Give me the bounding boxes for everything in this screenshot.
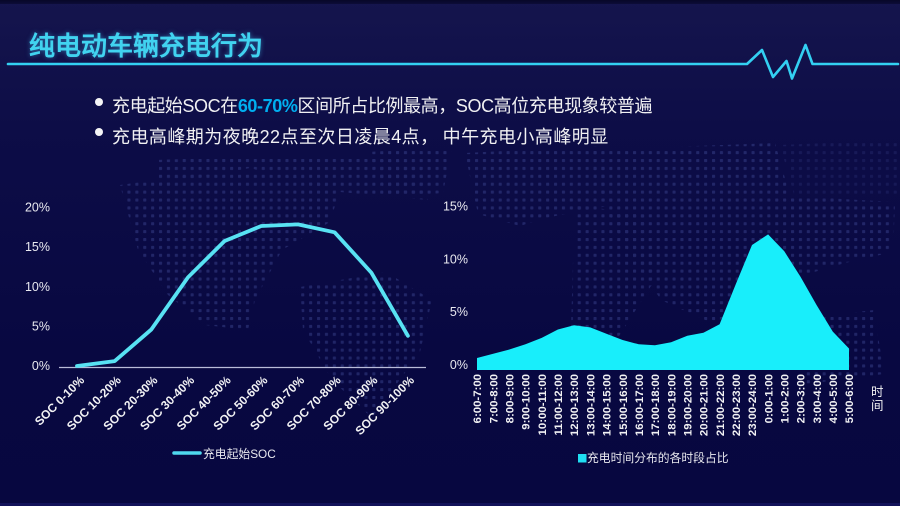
- svg-text:15%: 15%: [443, 200, 468, 214]
- svg-text:间: 间: [871, 399, 884, 413]
- svg-text:10%: 10%: [25, 280, 50, 294]
- svg-text:21:00-22:00: 21:00-22:00: [715, 374, 727, 436]
- svg-text:4:00-5:00: 4:00-5:00: [828, 374, 840, 423]
- svg-text:10:00-11:00: 10:00-11:00: [537, 374, 549, 435]
- svg-text:6:00-7:00: 6:00-7:00: [472, 374, 484, 423]
- svg-text:13:00-14:00: 13:00-14:00: [585, 374, 597, 436]
- svg-text:8:00-9:00: 8:00-9:00: [505, 374, 517, 423]
- svg-text:时: 时: [871, 385, 884, 399]
- svg-text:0%: 0%: [450, 358, 468, 372]
- svg-text:17:00-18:00: 17:00-18:00: [650, 374, 662, 436]
- svg-text:11:00-12:00: 11:00-12:00: [553, 374, 565, 435]
- svg-text:3:00-4:00: 3:00-4:00: [812, 374, 824, 423]
- svg-text:22:00-23:00: 22:00-23:00: [731, 374, 743, 436]
- svg-text:19:00-20:00: 19:00-20:00: [683, 374, 695, 436]
- svg-text:2:00-3:00: 2:00-3:00: [796, 374, 808, 423]
- svg-text:14:00-15:00: 14:00-15:00: [602, 374, 614, 436]
- svg-text:5:00-6:00: 5:00-6:00: [844, 374, 856, 423]
- svg-text:20:00-21:00: 20:00-21:00: [699, 374, 711, 436]
- svg-text:9:00-10:00: 9:00-10:00: [521, 374, 533, 430]
- svg-text:0%: 0%: [32, 359, 50, 373]
- svg-text:18:00-19:00: 18:00-19:00: [666, 374, 678, 436]
- svg-text:5%: 5%: [32, 320, 50, 334]
- svg-text:15%: 15%: [25, 240, 50, 254]
- svg-text:5%: 5%: [450, 305, 468, 319]
- svg-text:1:00-2:00: 1:00-2:00: [780, 374, 792, 423]
- svg-text:23:00-24:00: 23:00-24:00: [747, 374, 759, 436]
- svg-text:20%: 20%: [25, 201, 50, 215]
- svg-text:0:00-1:00: 0:00-1:00: [763, 374, 775, 423]
- svg-text:10%: 10%: [443, 252, 468, 266]
- svg-text:16:00-17:00: 16:00-17:00: [634, 374, 646, 436]
- svg-text:充电时间分布的各时段占比: 充电时间分布的各时段占比: [587, 451, 729, 465]
- svg-text:12:00-13:00: 12:00-13:00: [569, 374, 581, 436]
- svg-text:充电起始SOC: 充电起始SOC: [203, 447, 276, 461]
- svg-text:15:00-16:00: 15:00-16:00: [618, 374, 630, 436]
- svg-text:7:00-8:00: 7:00-8:00: [488, 374, 500, 423]
